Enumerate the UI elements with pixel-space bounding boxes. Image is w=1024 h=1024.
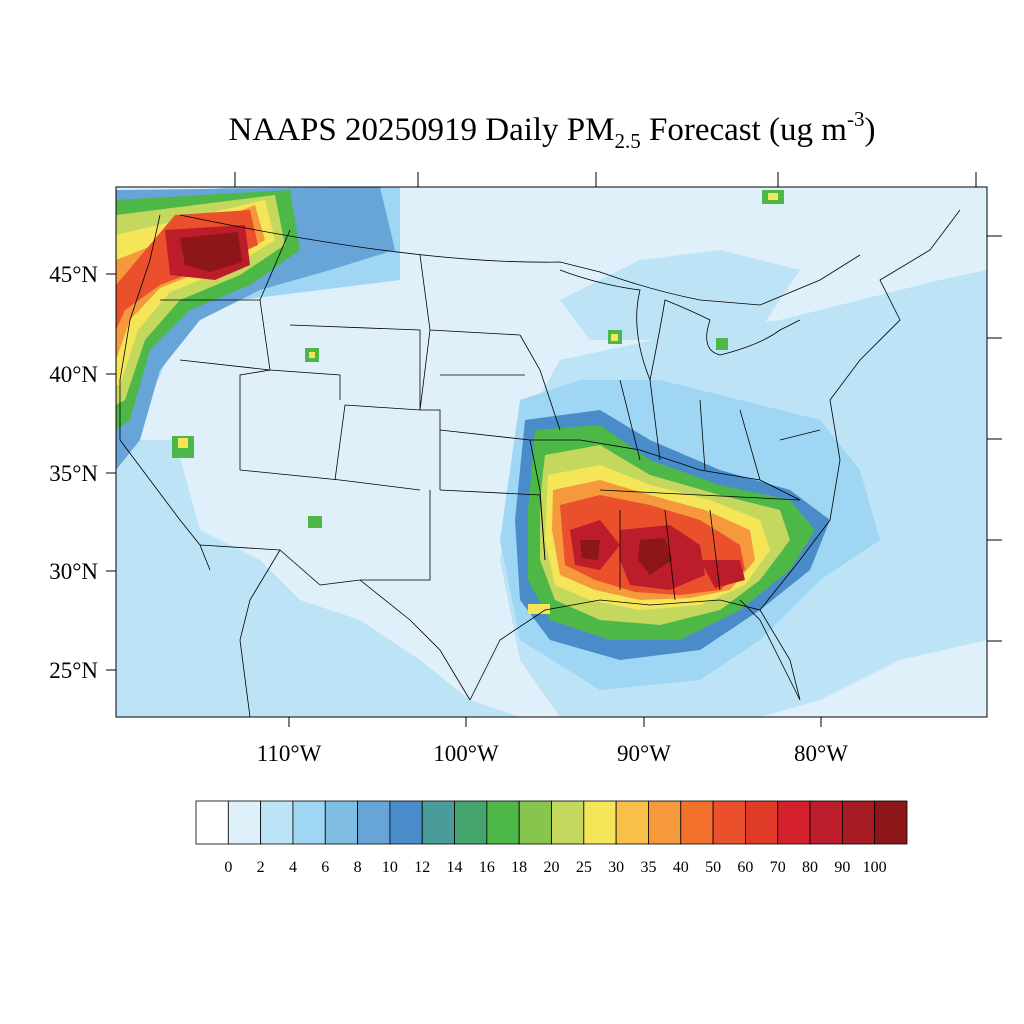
title-superscript: -3 [846,107,865,131]
map-title: NAAPS 20250919 Daily PM2.5 Forecast (ug … [0,109,1024,152]
colorbar-swatch [227,800,262,845]
colorbar-swatch [518,800,552,845]
longitude-labels: 110°W 100°W 90°W 80°W [257,741,849,766]
colorbar-label: 20 [544,859,560,876]
colorbar-label: 60 [737,859,753,876]
lat-label: 30°N [49,559,98,584]
colorbar-label: 14 [447,859,463,876]
colorbar-swatch [874,800,908,845]
texas-boundary [319,489,546,701]
coastline-west [119,214,211,571]
colorbar-label: 70 [770,859,786,876]
coastline-east [759,209,961,611]
colorbar-label: 50 [705,859,721,876]
title-subscript: 2.5 [614,129,641,153]
colorbar-swatch [712,800,746,845]
pm-level-4-region-north [560,250,800,340]
hotspot-arizona [308,516,322,528]
hotspot-michigan-core [611,334,618,341]
colorbar-label: 10 [382,859,398,876]
colorbar-swatch [777,800,811,845]
colorbar-swatch [292,800,326,845]
colorbar-swatch [357,800,391,845]
colorbar-label: 90 [834,859,850,876]
latitude-labels: 45°N 40°N 35°N 30°N 25°N [49,262,98,683]
colorbar-label: 16 [479,859,495,876]
great-lakes [559,269,801,382]
colorbar-swatch [809,800,843,845]
pm-level-100-southeast [580,538,672,575]
hotspot-louisiana-coast [528,604,550,614]
eastern-states [579,379,821,601]
colorbar-swatch [421,800,455,845]
colorbar-label: 4 [289,859,297,876]
colorbar-label: 35 [640,859,656,876]
hotspot-ontario [716,338,728,350]
us-canada-border [179,214,861,306]
hotspot-quebec-core [768,193,778,200]
colorbar-swatch [454,800,488,845]
colorbar-swatch [486,800,520,845]
pm-level-4-region [116,440,520,717]
colorbar-labels: 0 2 4 6 8 10 12 14 16 18 20 25 30 35 40 50 60 70 80 90 100 [224,859,886,876]
title-suffix: ) [864,112,876,148]
colorbar-label: 80 [802,859,818,876]
title-prefix: NAAPS 20250919 Daily PM [228,112,615,148]
map-ticks [106,172,1002,727]
colorbar-label: 40 [673,859,689,876]
lon-label: 80°W [794,741,848,766]
title-middle: Forecast (ug m [640,112,847,148]
colorbar-swatch [841,800,876,845]
colorbar-swatch [551,800,585,845]
colorbar-swatch [583,800,617,845]
lon-label: 90°W [617,741,671,766]
western-states [160,229,441,491]
colorbar-label: 25 [576,859,592,876]
lat-label: 35°N [49,461,98,486]
colorbar-label: 30 [608,859,624,876]
colorbar-swatch [745,800,779,845]
central-states [419,254,580,561]
hotspot-wyoming-core [309,352,315,358]
lat-label: 40°N [49,362,98,387]
lat-label: 45°N [49,262,98,287]
colorbar-label: 0 [224,859,232,876]
colorbar-label: 2 [257,859,265,876]
colorbar [195,800,908,845]
map-plot-area [116,187,987,717]
colorbar-label: 12 [414,859,430,876]
lon-label: 110°W [257,741,322,766]
coastline-gulf [469,599,801,701]
colorbar-swatch [680,800,714,845]
colorbar-swatch [324,800,358,845]
map-frame [115,186,988,718]
pm-level-100-northwest [180,232,242,272]
lat-label: 25°N [49,658,98,683]
mexico-border [199,544,321,717]
state-boundaries [119,209,961,717]
hotspot-nevada-core [178,438,188,448]
colorbar-label: 100 [863,859,887,876]
colorbar-label: 18 [511,859,527,876]
colorbar-swatch [615,800,649,845]
colorbar-swatch [260,800,294,845]
colorbar-swatch [648,800,682,845]
lon-label: 100°W [433,741,499,766]
colorbar-swatch [195,800,229,845]
colorbar-label: 6 [321,859,329,876]
colorbar-swatch [389,800,423,845]
colorbar-label: 8 [354,859,362,876]
